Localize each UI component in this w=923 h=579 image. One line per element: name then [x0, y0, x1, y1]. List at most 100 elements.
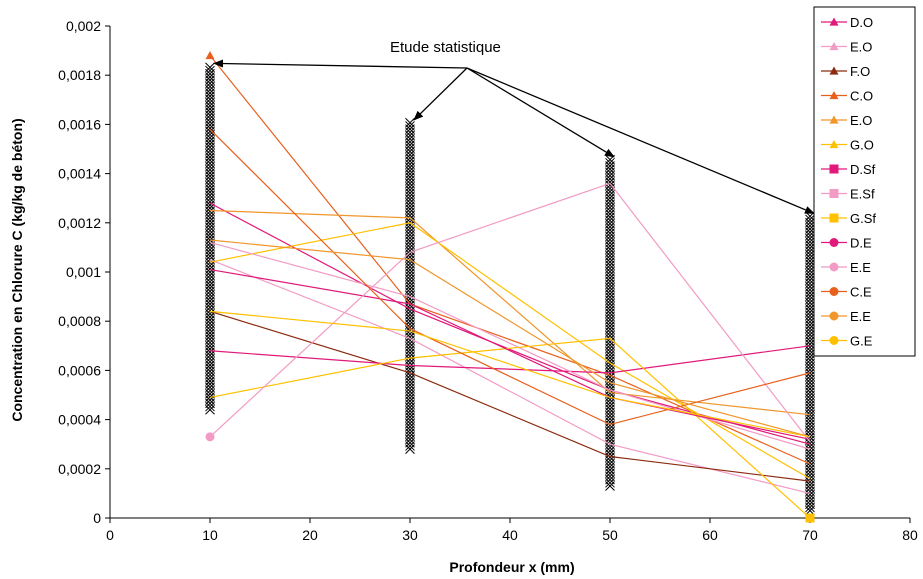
legend-item: E.E: [821, 260, 871, 275]
series-line: [209, 239, 811, 438]
legend-marker: [829, 336, 839, 345]
legend-label: G.O: [850, 138, 874, 153]
sample-point: [805, 214, 815, 225]
statistical-samples: [205, 62, 815, 516]
x-tick-label: 10: [202, 527, 218, 543]
legend-item: D.O: [821, 15, 873, 30]
legend-label: G.E: [850, 334, 873, 349]
legend-label: E.O: [850, 113, 872, 128]
y-tick-label: 0,0008: [58, 313, 101, 329]
x-tick-label: 20: [302, 527, 318, 543]
legend-marker: [829, 213, 839, 223]
legend-item: G.E: [821, 334, 873, 349]
legend-label: C.E: [850, 285, 872, 300]
series-line: [209, 241, 811, 450]
y-tick-label: 0,0006: [58, 362, 101, 378]
annotation-arrow: [213, 59, 468, 69]
sample-point: [405, 121, 415, 131]
y-tick-label: 0,0002: [58, 461, 101, 477]
series-point: [205, 51, 215, 60]
legend-item: E.O: [821, 40, 872, 55]
series-line: [209, 310, 811, 482]
annotation-label: Etude statistique: [390, 39, 501, 56]
legend-item: C.E: [821, 285, 872, 300]
legend-item: E.Sf: [821, 187, 875, 202]
series-line: [209, 310, 811, 438]
legend-marker: [829, 262, 839, 272]
y-axis-title: Concentration en Chlorure C (kg/kg de bé…: [9, 118, 25, 421]
legend-label: G.Sf: [850, 211, 876, 226]
x-tick-label: 30: [402, 527, 418, 543]
series-line: [209, 182, 811, 443]
legend-marker: [829, 17, 839, 26]
legend-item: D.Sf: [821, 162, 876, 177]
legend-label: D.E: [850, 236, 872, 251]
sample-point: [605, 157, 615, 168]
legend-item: D.E: [821, 236, 872, 251]
legend-item: C.O: [821, 89, 873, 104]
x-tick-label: 70: [802, 527, 818, 543]
sample-point: [405, 117, 415, 128]
legend-marker: [829, 115, 839, 124]
sample-point: [205, 65, 215, 76]
legend-item: E.E: [821, 309, 871, 324]
x-tick-label: 60: [702, 527, 718, 543]
legend-item: F.O: [821, 64, 870, 79]
x-tick-label: 80: [902, 527, 918, 543]
annotation: Etude statistique: [213, 39, 815, 215]
legend-label: D.O: [850, 15, 873, 30]
x-axis-title: Profondeur x (mm): [449, 559, 574, 575]
x-tick-label: 40: [502, 527, 518, 543]
y-tick-label: 0: [93, 510, 101, 526]
series-line: [209, 268, 811, 440]
legend-label: C.O: [850, 89, 873, 104]
series-point: [805, 513, 815, 523]
legend-marker: [829, 42, 839, 51]
legend-label: F.O: [850, 64, 870, 79]
x-tick-label: 0: [106, 527, 114, 543]
series-line: [209, 209, 811, 416]
sample-point: [205, 62, 215, 73]
series-line: [209, 128, 811, 426]
y-tick-label: 0,0016: [58, 116, 101, 132]
legend-label: E.E: [850, 309, 871, 324]
legend-label: D.Sf: [850, 162, 876, 177]
series-point: [205, 432, 215, 442]
legend-label: E.Sf: [850, 187, 875, 202]
series-lines: [205, 51, 815, 523]
annotation-arrow: [466, 67, 615, 158]
legend: D.O E.O F.O C.O E.O G.O D.Sf E.Sf G.Sf D.E E.E C.E E…: [813, 6, 916, 357]
series-line: [209, 337, 811, 519]
legend-label: E.E: [850, 260, 871, 275]
legend-item: G.Sf: [821, 211, 876, 226]
legend-marker: [829, 91, 839, 100]
y-tick-label: 0,001: [66, 264, 101, 280]
legend-box: [813, 6, 916, 357]
legend-item: E.O: [821, 113, 872, 128]
y-tick-label: 0,0018: [58, 67, 101, 83]
axes: [109, 26, 910, 519]
annotation-arrow: [466, 67, 815, 215]
legend-marker: [829, 140, 839, 149]
series-line: [209, 345, 811, 374]
series-line: [209, 55, 811, 465]
y-tick-label: 0,0004: [58, 412, 101, 428]
series-line: [209, 202, 811, 445]
y-tick-label: 0,0014: [58, 166, 101, 182]
legend-marker: [829, 164, 839, 174]
legend-marker: [829, 66, 839, 75]
y-tick-label: 0,0012: [58, 215, 101, 231]
x-axis-ticks: 0 10 20 30 40 50 60 70 80: [106, 518, 918, 543]
legend-marker: [829, 238, 839, 247]
x-tick-label: 50: [602, 527, 618, 543]
annotation-arrow: [413, 67, 468, 121]
y-tick-label: 0,002: [66, 18, 101, 34]
y-axis-ticks: 0 0,0002 0,0004 0,0006 0,0008 0,001 0,0012 0,00…: [58, 18, 110, 526]
legend-marker: [829, 287, 839, 296]
series-line: [209, 222, 811, 480]
legend-marker: [829, 189, 839, 198]
legend-marker: [829, 311, 839, 321]
legend-label: E.O: [850, 40, 872, 55]
legend-item: G.O: [821, 138, 874, 153]
